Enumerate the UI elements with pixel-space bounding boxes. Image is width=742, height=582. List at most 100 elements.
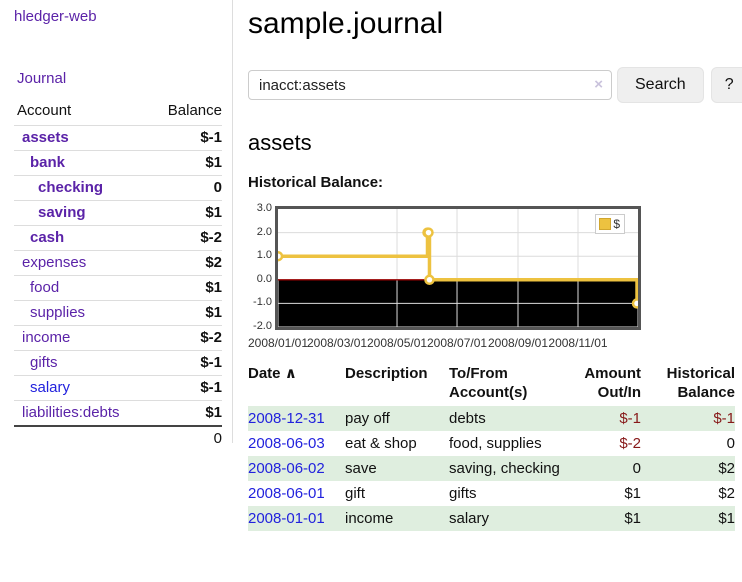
account-link-liabilities-debts[interactable]: liabilities:debts [22,404,120,421]
search-bar: × Search ? [248,67,742,103]
account-link-bank[interactable]: bank [30,154,66,171]
account-link-saving[interactable]: saving [38,204,86,221]
x-axis-tick-label: 2008/09/01 [487,336,549,350]
transaction-accounts: debts [449,410,486,427]
account-balance: $-1 [200,354,222,371]
register-header-description: Description [345,365,428,382]
help-button[interactable]: ? [710,67,742,103]
transaction-amount: $-1 [619,410,641,427]
transaction-description: gift [345,485,366,502]
transaction-description: pay off [345,410,390,427]
transaction-row: 2008-12-31 pay off debts $-1 $-1 [248,406,735,431]
account-balance: $2 [205,254,222,271]
account-link-checking[interactable]: checking [38,179,104,196]
account-row: liabilities:debts $1 [14,400,222,427]
account-balance: $-2 [200,229,222,246]
account-row: supplies $1 [14,300,222,326]
transaction-description: eat & shop [345,435,417,452]
y-axis-tick-label: -2.0 [253,320,272,332]
sort-ascending-icon: ∧ [284,365,297,382]
transaction-accounts: saving, checking [449,460,560,477]
page-title: sample.journal [248,7,444,40]
y-axis-tick-label: 2.0 [256,225,272,238]
transaction-row: 2008-01-01 income salary $1 $1 [248,506,735,531]
transaction-amount: $1 [624,485,641,502]
register-table: Date ∧ Description To/From Account(s) Amo… [248,364,735,531]
account-balance: 0 [213,179,222,196]
account-link-food[interactable]: food [30,279,60,296]
register-header-amount: Amount Out/In [584,365,641,401]
transaction-row: 2008-06-03 eat & shop food, supplies $-2 0 [248,431,735,456]
transaction-balance: $2 [718,460,735,477]
account-row: checking 0 [14,175,222,201]
chart-plot-area: $ [275,206,641,330]
x-axis-tick-label: 2008/01/01 [247,336,309,350]
y-axis-tick-label: 0.0 [256,272,272,285]
transaction-row: 2008-06-02 save saving, checking 0 $2 [248,456,735,481]
account-link-salary[interactable]: salary [30,379,71,396]
chart-title: Historical Balance: [248,174,384,191]
accounts-table: Account Balance assets $-1 bank $1 checking 0… [14,98,222,451]
account-link-expenses[interactable]: expenses [22,254,87,271]
accounts-header-balance: Balance [167,102,222,119]
account-row: assets $-1 [14,125,222,151]
account-link-assets[interactable]: assets [22,129,69,146]
register-header-accounts: To/From Account(s) [449,365,528,401]
transaction-date-link[interactable]: 2008-06-03 [248,435,325,452]
account-link-gifts[interactable]: gifts [30,354,58,371]
transaction-description: save [345,460,377,477]
transaction-accounts: salary [449,510,490,527]
sidebar: hledger-web Journal Account Balance asse… [0,0,233,447]
search-button[interactable]: Search [617,67,704,103]
transaction-date-link[interactable]: 2008-06-02 [248,460,325,477]
account-balance: $1 [205,204,222,221]
transaction-accounts: food, supplies [449,435,542,452]
account-link-cash[interactable]: cash [30,229,65,246]
legend-label: $ [613,217,620,231]
x-axis-tick-label: 2008/07/01 [426,336,488,350]
account-balance: $-2 [200,329,222,346]
x-axis-tick-label: 2008/11/01 [548,336,608,350]
account-balance: $1 [205,304,222,321]
account-balance: $-1 [200,379,222,396]
account-link-income[interactable]: income [22,329,71,346]
x-axis-tick-label: 2008/03/01 [306,336,368,350]
transaction-balance: $2 [718,485,735,502]
account-row: salary $-1 [14,375,222,401]
transaction-balance: $-1 [713,410,735,427]
register-header-date[interactable]: Date ∧ [248,365,297,382]
account-link-supplies[interactable]: supplies [30,304,86,321]
x-axis-tick-label: 2008/05/01 [366,336,428,350]
transaction-date-link[interactable]: 2008-12-31 [248,410,325,427]
account-row: bank $1 [14,150,222,176]
account-row: income $-2 [14,325,222,351]
account-row: saving $1 [14,200,222,226]
account-row: gifts $-1 [14,350,222,376]
clear-search-icon[interactable]: × [594,76,603,93]
search-input[interactable] [248,70,612,100]
transaction-date-link[interactable]: 2008-06-01 [248,485,325,502]
transaction-amount: $1 [624,510,641,527]
legend-swatch-icon [599,218,612,230]
account-row: expenses $2 [14,250,222,276]
app-title-link[interactable]: hledger-web [14,8,97,25]
accounts-total-row: 0 [14,426,222,451]
y-axis-tick-label: 1.0 [256,249,272,262]
accounts-header-account: Account [17,102,72,119]
transaction-date-link[interactable]: 2008-01-01 [248,510,325,527]
account-balance: $-1 [200,129,222,146]
transaction-description: income [345,510,394,527]
account-balance: $1 [205,404,222,421]
accounts-header-row: Account Balance [14,98,222,126]
chart-svg [278,209,638,327]
transaction-balance: $1 [718,510,735,527]
y-axis-tick-label: -1.0 [253,296,272,309]
y-axis-tick-label: 3.0 [256,202,272,214]
account-row: cash $-2 [14,225,222,251]
register-header-row: Date ∧ Description To/From Account(s) Amo… [248,364,735,406]
transaction-accounts: gifts [449,485,477,502]
transaction-amount: $-2 [619,435,641,452]
account-heading: assets [248,130,312,155]
transaction-balance: 0 [726,435,735,452]
sidebar-item-journal[interactable]: Journal [17,70,67,87]
